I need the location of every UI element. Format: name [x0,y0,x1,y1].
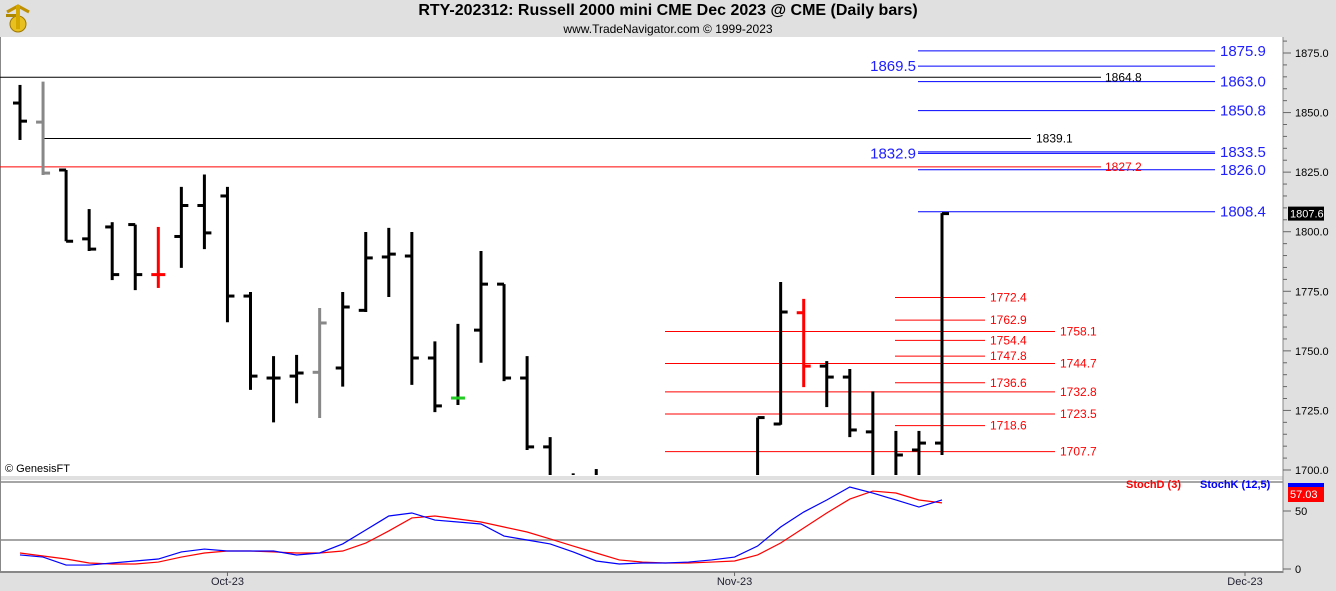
price-marks [0,50,1215,475]
level-label: 1826.0 [1220,162,1266,179]
y-tick-label: 1875.0 [1295,48,1329,60]
x-tick-label: Nov-23 [717,576,752,588]
level-label: 1864.8 [1105,70,1142,84]
level-label: 1707.7 [1060,445,1097,459]
y-tick-label: 1750.0 [1295,346,1329,358]
level-label: 1744.7 [1060,356,1097,370]
stoch-tick-label: 0 [1295,564,1301,576]
y-tick-label: 1825.0 [1295,167,1329,179]
level-label: 1832.9 [870,145,916,162]
level-label: 1723.5 [1060,407,1097,421]
level-label: 1754.4 [990,333,1027,347]
level-label: 1875.9 [1220,43,1266,60]
last-price-label: 1807.6 [1290,209,1324,221]
level-label: 1839.1 [1036,132,1073,146]
stochk-value-box [1288,483,1324,487]
y-tick-label: 1700.0 [1295,465,1329,477]
stoch-line-d [19,490,943,565]
legend-stochd: StochD (3) [1126,479,1181,491]
chart-title: RTY-202312: Russell 2000 mini CME Dec 20… [418,2,918,19]
stochd-value-box [1288,487,1324,502]
level-label: 1863.0 [1220,74,1266,91]
chart-header: RTY-202312: Russell 2000 mini CME Dec 20… [0,0,1336,37]
sextant-logo-icon [6,4,30,33]
level-label: 1736.6 [990,376,1027,390]
level-label: 1732.8 [1060,385,1097,399]
x-tick-label: Dec-23 [1227,576,1262,588]
date-axis-background [0,573,1336,591]
level-label: 1762.9 [990,313,1027,327]
x-tick-label: Oct-23 [211,576,244,588]
last-price-box [1288,206,1324,221]
level-label: 1772.4 [990,290,1027,304]
y-tick-label: 1850.0 [1295,108,1329,120]
y-tick-label: 1775.0 [1295,286,1329,298]
level-label: 1869.5 [870,58,916,75]
y-tick-label: 1800.0 [1295,227,1329,239]
level-label: 1833.5 [1220,144,1266,161]
level-label: 1718.6 [990,419,1027,433]
level-label: 1747.8 [990,349,1027,363]
stochd-value-label: 57.03 [1290,489,1318,501]
y-tick-label: 1725.0 [1295,405,1329,417]
legend-stochk: StochK (12,5) [1200,479,1271,491]
axis-background [1283,37,1336,591]
level-label: 1808.4 [1220,204,1266,221]
level-label: 1827.2 [1105,160,1142,174]
level-label: 1850.8 [1220,103,1266,120]
level-label: 1758.1 [1060,325,1097,339]
watermark: © GenesisFT [5,463,70,475]
stochastic-plot: 50 0 StochD (3) StochK (12,5) 57.03 [0,479,1324,576]
chart-subtitle: www.TradeNavigator.com © 1999-2023 [563,22,773,36]
price-plot: 1875.0 1850.0 1825.0 1800.0 1775.0 1750.0 1725… [0,40,1329,588]
stoch-line-k [19,486,943,566]
panel-separator [0,476,1283,480]
stoch-tick-label: 50 [1295,506,1307,518]
